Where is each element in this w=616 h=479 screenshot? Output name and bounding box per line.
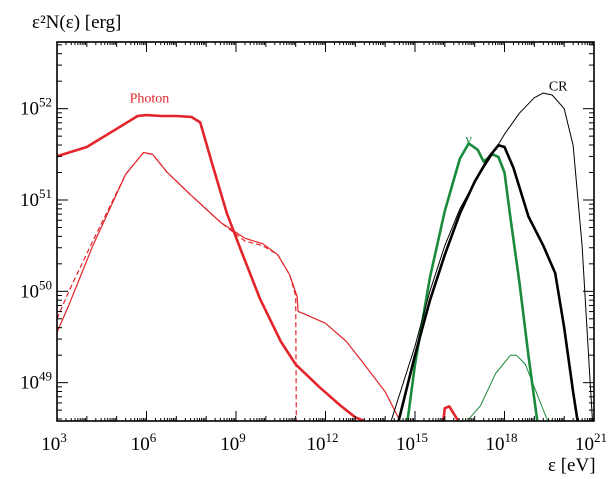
series-photon-dashed (57, 151, 297, 421)
x-tick-label: 1021 (575, 430, 607, 455)
plot-frame (56, 41, 595, 422)
x-tick-label: 1012 (307, 430, 339, 455)
series-photon-bold (57, 113, 365, 421)
annotation-cr: CR (549, 79, 568, 94)
tick-labels: 103 106 109 1012 1015 1018 1021 1049 1050 1051 105… (20, 79, 607, 455)
series-neutrino-bold (406, 142, 539, 421)
y-tick-label: 1052 (20, 95, 52, 120)
plot-area (57, 92, 593, 421)
series-cr-bold (397, 143, 579, 421)
x-tick-label: 1015 (396, 430, 428, 455)
x-axis-label: ε [eV] (548, 455, 596, 476)
series-photon-thin (57, 151, 401, 421)
y-tick-label: 1050 (20, 277, 52, 302)
y-tick-label: 1051 (20, 186, 52, 211)
annotation-neutrino: ν (466, 132, 472, 147)
annotation-photon: Photon (130, 91, 170, 106)
series-neutrino-thin (468, 354, 549, 421)
x-tick-label: 1018 (486, 430, 518, 455)
y-tick-label: 1049 (20, 369, 52, 394)
series-photon-spike (442, 405, 460, 421)
x-tick-label: 103 (41, 430, 67, 455)
x-tick-label: 109 (220, 430, 246, 455)
x-tick-label: 106 (131, 430, 157, 455)
series-cr-thin (390, 92, 593, 421)
y-axis-label: ε²N(ε) [erg] (32, 12, 121, 33)
